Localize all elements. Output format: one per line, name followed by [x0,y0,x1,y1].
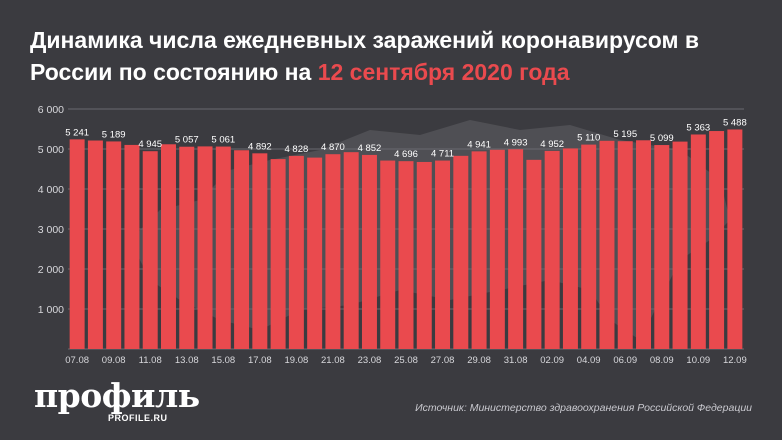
bar [709,131,725,349]
data-label: 4 828 [284,144,308,155]
bar [636,140,652,349]
bar [142,151,158,349]
bar [690,134,706,349]
x-tick-label: 31.08 [504,355,528,366]
y-tick-label: 2 000 [38,264,64,276]
bar [87,140,103,349]
data-label: 5 195 [613,129,637,140]
y-tick-label: 5 000 [38,144,64,156]
x-axis-tick-labels: 07.08 09.08 11.08 13.08 15.08 17.08 19.08 21.08… [65,355,747,366]
bar [453,155,469,349]
bar [270,159,286,349]
data-label: 4 852 [358,143,382,154]
data-labels: 5 241 5 189 4 945 5 057 5 061 4 892 4 828 4 870… [65,117,747,160]
bar [252,153,268,349]
data-label: 4 945 [138,139,162,150]
bar [489,149,505,349]
x-tick-label: 25.08 [394,355,418,366]
bar [471,151,487,349]
bar [508,149,524,349]
bar [617,141,633,349]
bar [325,154,341,349]
bar [361,154,377,349]
data-label: 5 189 [102,129,126,140]
bar [343,152,359,349]
bar [599,140,615,349]
bar [307,157,323,349]
brand-block: профиль PROFILE.RU [34,376,200,423]
chart-title: Динамика числа ежедневных заражений коро… [30,24,770,88]
x-tick-label: 27.08 [431,355,455,366]
bar [435,160,451,349]
bar [69,139,85,349]
bar [654,145,670,349]
bar [398,161,414,349]
y-tick-label: 6 000 [38,104,64,116]
bar [197,146,213,349]
x-tick-label: 21.08 [321,355,345,366]
chart-title-main: Динамика числа ежедневных заражений коро… [30,27,700,85]
y-tick-label: 3 000 [38,224,64,236]
x-tick-label: 10.09 [686,355,710,366]
bar [416,161,432,349]
data-label: 5 363 [686,122,710,133]
y-tick-label: 1 000 [38,304,64,316]
data-label: 4 952 [540,139,564,150]
bar [215,146,231,349]
x-tick-label: 13.08 [175,355,199,366]
chart-title-date: 12 сентября 2020 года [317,59,570,85]
data-label: 4 711 [431,149,454,160]
bar [179,146,195,349]
x-tick-label: 15.08 [211,355,235,366]
y-axis-tick-labels: 1 000 2 000 3 000 4 000 5 000 6 000 [38,104,64,316]
x-tick-label: 08.09 [650,355,674,366]
profile-site: PROFILE.RU [108,413,168,423]
data-label: 4 941 [467,139,491,150]
bar [106,141,122,349]
profile-logo: профиль [34,376,200,415]
source-note: Источник: Министерство здравоохранения Р… [415,402,752,414]
bar [526,159,542,349]
bar [562,148,578,349]
bar [288,155,304,349]
bar [727,129,743,349]
x-tick-label: 04.09 [577,355,601,366]
x-tick-label: 29.08 [467,355,491,366]
y-tick-label: 4 000 [38,184,64,196]
bar [124,144,140,349]
data-label: 5 061 [211,135,235,146]
data-label: 5 488 [723,117,747,128]
x-tick-label: 23.08 [358,355,382,366]
bar [380,160,396,349]
bar [234,150,250,349]
data-label: 4 993 [504,137,528,148]
bars [69,129,743,349]
bar [544,150,560,349]
bar [160,144,176,349]
bar [672,141,688,349]
data-label: 5 241 [65,127,89,138]
data-label: 4 870 [321,142,345,153]
x-tick-label: 11.08 [139,355,162,366]
data-label: 5 110 [577,133,600,144]
data-label: 4 892 [248,141,272,152]
x-tick-label: 02.09 [540,355,564,366]
x-tick-label: 07.08 [65,355,89,366]
data-label: 4 696 [394,149,418,160]
x-tick-label: 12.09 [723,355,747,366]
x-tick-label: 19.08 [284,355,308,366]
bar [581,144,597,349]
data-label: 5 057 [175,135,199,146]
data-label: 5 099 [650,133,674,144]
x-tick-label: 06.09 [613,355,637,366]
x-tick-label: 09.08 [102,355,126,366]
x-tick-label: 17.08 [248,355,272,366]
